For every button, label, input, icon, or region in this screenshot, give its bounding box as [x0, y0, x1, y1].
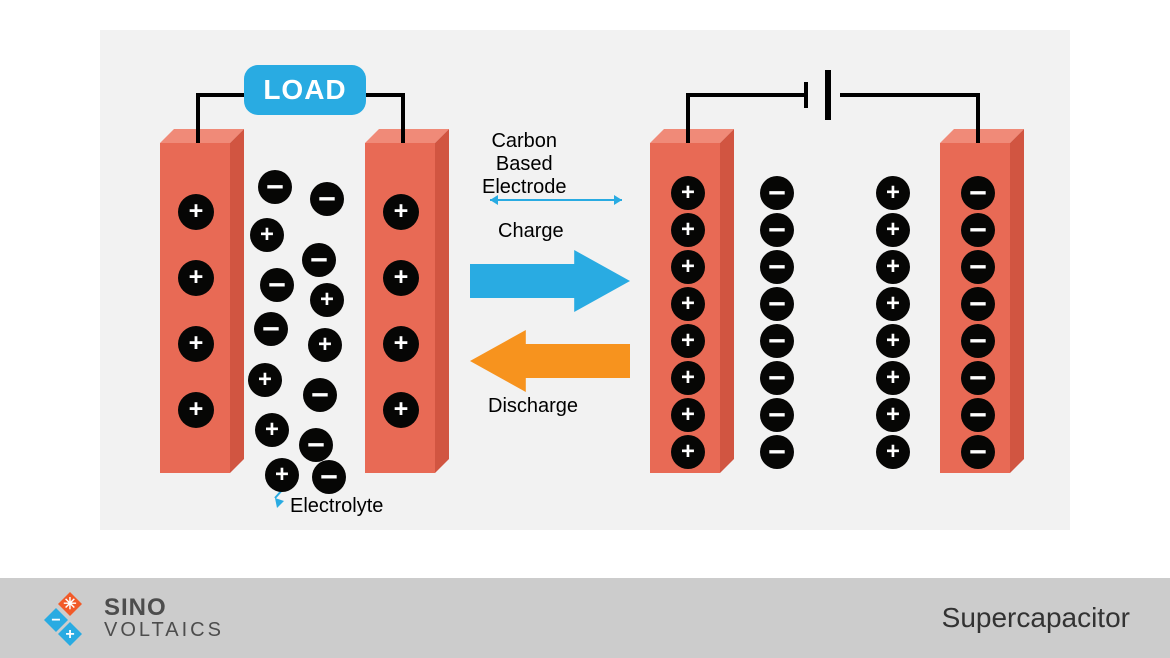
ion-col0-0: +: [671, 176, 705, 210]
ion-left-electrode-l-0: +: [178, 194, 214, 230]
logo-text: SINOVOLTAICS: [104, 596, 224, 640]
load-badge: LOAD: [244, 65, 366, 115]
ion-col0-6: +: [671, 398, 705, 432]
ion-left-electrode-r-1: +: [383, 260, 419, 296]
logo-bot: VOLTAICS: [104, 620, 224, 640]
ion-col2-0: +: [876, 176, 910, 210]
logo-mark-icon: ✳−+: [40, 590, 96, 646]
ion-col1-7: −: [760, 435, 794, 469]
charge-arrow: [470, 250, 630, 312]
svg-text:✳: ✳: [63, 596, 76, 613]
ion-col3-1: −: [961, 213, 995, 247]
ion-col1-3: −: [760, 287, 794, 321]
ion-left-electrode-r-0: +: [383, 194, 419, 230]
electrode-side: [1010, 129, 1024, 473]
ion-electrolyte-8: +: [248, 363, 282, 397]
ion-col1-5: −: [760, 361, 794, 395]
ion-col2-3: +: [876, 287, 910, 321]
ion-col2-6: +: [876, 398, 910, 432]
ion-electrolyte-6: −: [254, 312, 288, 346]
ion-col0-4: +: [671, 324, 705, 358]
electrode-top: [650, 129, 734, 143]
ion-col3-3: −: [961, 287, 995, 321]
ion-col3-4: −: [961, 324, 995, 358]
diagram-title: Supercapacitor: [942, 602, 1130, 634]
electrode-top: [940, 129, 1024, 143]
electrolyte-arrow-head: [275, 498, 284, 508]
electrode-top: [160, 129, 244, 143]
ion-col2-5: +: [876, 361, 910, 395]
svg-layer: [0, 0, 1170, 658]
ion-electrolyte-0: −: [258, 170, 292, 204]
ion-col1-4: −: [760, 324, 794, 358]
ion-electrolyte-7: +: [308, 328, 342, 362]
ion-col0-3: +: [671, 287, 705, 321]
logo-top: SINO: [104, 596, 224, 620]
ion-electrolyte-10: +: [255, 413, 289, 447]
label-discharge: Discharge: [488, 395, 578, 418]
ion-electrolyte-1: −: [310, 182, 344, 216]
label-charge: Charge: [498, 220, 564, 243]
svg-text:−: −: [51, 612, 60, 629]
ion-electrolyte-4: −: [260, 268, 294, 302]
discharge-arrow: [470, 330, 630, 392]
ion-electrolyte-2: +: [250, 218, 284, 252]
footer-bar: ✳−+SINOVOLTAICSSupercapacitor: [0, 578, 1170, 658]
svg-text:+: +: [65, 626, 74, 643]
label-electrolyte: Electrolyte: [290, 495, 383, 518]
ion-col0-2: +: [671, 250, 705, 284]
carbon-arrow-head-r: [614, 195, 622, 205]
ion-col3-5: −: [961, 361, 995, 395]
ion-electrolyte-11: −: [299, 428, 333, 462]
ion-col2-1: +: [876, 213, 910, 247]
ion-col3-0: −: [961, 176, 995, 210]
ion-col2-7: +: [876, 435, 910, 469]
ion-col1-0: −: [760, 176, 794, 210]
ion-col0-7: +: [671, 435, 705, 469]
ion-electrolyte-5: +: [310, 283, 344, 317]
ion-col2-4: +: [876, 324, 910, 358]
ion-electrolyte-12: +: [265, 458, 299, 492]
ion-col1-2: −: [760, 250, 794, 284]
ion-electrolyte-13: −: [312, 460, 346, 494]
ion-col2-2: +: [876, 250, 910, 284]
ion-electrolyte-9: −: [303, 378, 337, 412]
ion-col0-1: +: [671, 213, 705, 247]
label-carbon-electrode: Carbon Based Electrode: [482, 130, 567, 199]
diagram-canvas: ++++++++−−+−−+−++−+−+−++++++++−−−−−−−−++…: [0, 0, 1170, 658]
electrode-side: [435, 129, 449, 473]
electrode-top: [365, 129, 449, 143]
ion-col3-7: −: [961, 435, 995, 469]
ion-col1-6: −: [760, 398, 794, 432]
ion-electrolyte-3: −: [302, 243, 336, 277]
ion-col3-6: −: [961, 398, 995, 432]
electrode-side: [230, 129, 244, 473]
ion-col3-2: −: [961, 250, 995, 284]
ion-left-electrode-r-3: +: [383, 392, 419, 428]
ion-left-electrode-r-2: +: [383, 326, 419, 362]
electrode-side: [720, 129, 734, 473]
ion-col0-5: +: [671, 361, 705, 395]
ion-col1-1: −: [760, 213, 794, 247]
ion-left-electrode-l-3: +: [178, 392, 214, 428]
logo: ✳−+SINOVOLTAICS: [40, 590, 224, 646]
ion-left-electrode-l-2: +: [178, 326, 214, 362]
ion-left-electrode-l-1: +: [178, 260, 214, 296]
